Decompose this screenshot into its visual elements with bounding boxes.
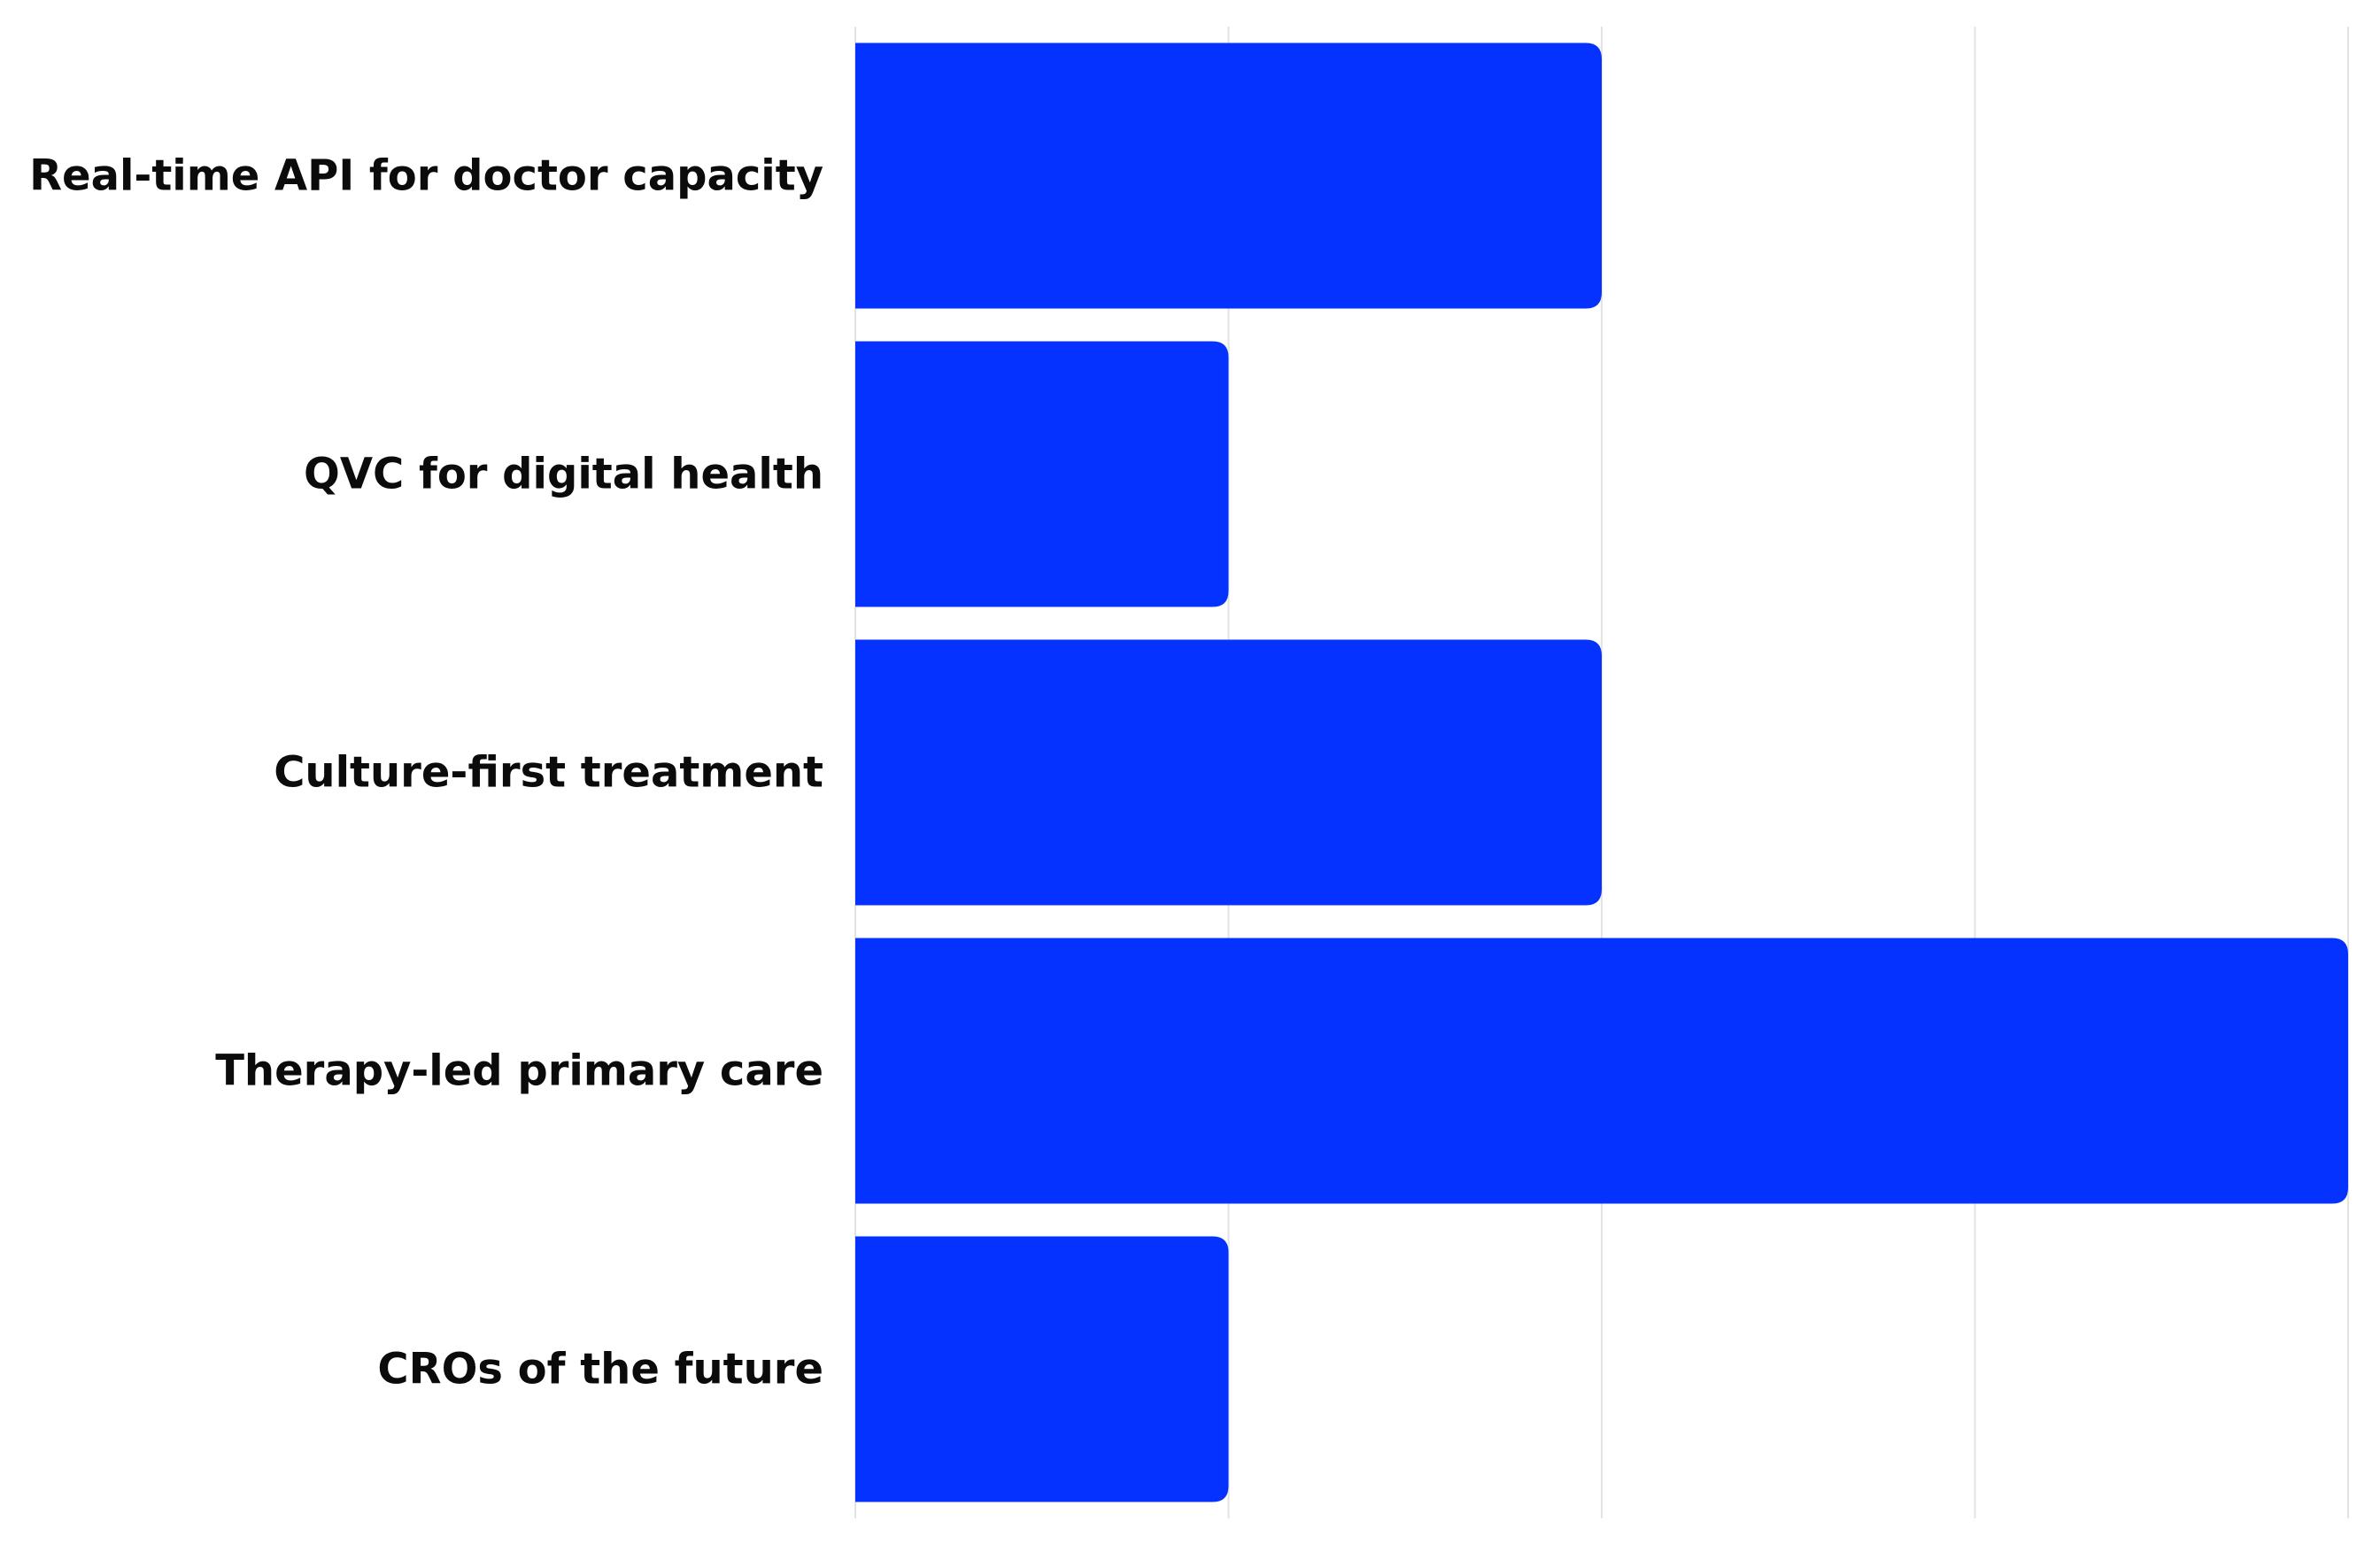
bar-1	[855, 42, 1602, 309]
bars	[855, 42, 2348, 1502]
category-label-3: Culture-first treatment	[274, 748, 823, 798]
category-label-5: CROs of the future	[377, 1345, 823, 1394]
bar-2	[855, 341, 1229, 607]
category-label-2: QVC for digital health	[304, 450, 823, 499]
category-labels: Real-time API for doctor capacity QVC for…	[29, 151, 823, 1394]
bar-5	[855, 1236, 1229, 1502]
bar-4	[855, 938, 2348, 1204]
category-label-1: Real-time API for doctor capacity	[29, 151, 823, 201]
category-label-4: Therapy-led primary care	[215, 1046, 823, 1096]
bar-3	[855, 639, 1602, 906]
